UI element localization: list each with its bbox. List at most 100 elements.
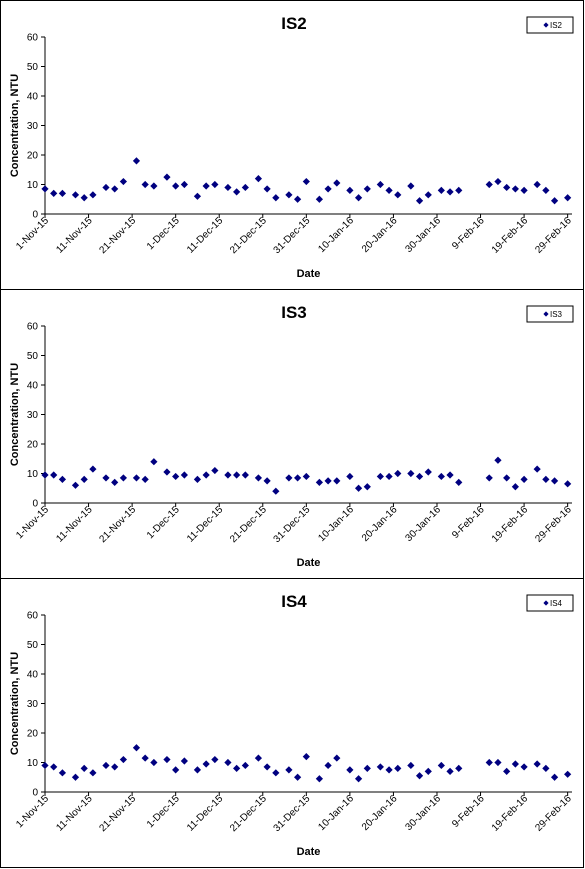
x-tick-label: 1-Nov-15	[14, 504, 51, 541]
data-point	[111, 185, 119, 193]
data-point	[180, 471, 188, 479]
legend: IS4	[526, 594, 574, 612]
data-point	[302, 753, 310, 761]
data-point	[564, 770, 572, 778]
data-point	[71, 481, 80, 489]
x-tick-label: 30-Jan-16	[403, 215, 443, 255]
data-point	[272, 487, 280, 495]
data-point	[363, 764, 371, 772]
data-point	[193, 766, 202, 774]
x-tick-label: 11-Nov-15	[54, 215, 95, 256]
data-point	[346, 766, 354, 774]
data-point	[41, 761, 49, 770]
data-point	[102, 474, 110, 482]
data-point	[333, 754, 341, 762]
data-point	[520, 186, 528, 194]
data-point	[202, 182, 210, 190]
x-tick-label: 21-Nov-15	[97, 793, 138, 834]
y-tick-label: 0	[32, 499, 38, 510]
x-tick-label: 9-Feb-16	[450, 215, 487, 252]
data-point	[89, 191, 97, 199]
y-tick-label: 50	[27, 62, 39, 73]
x-tick-label: 31-Dec-15	[272, 215, 313, 256]
x-tick-label: 10-Jan-16	[316, 504, 356, 544]
data-point	[102, 761, 110, 770]
data-point	[363, 185, 371, 193]
x-tick-label: 9-Feb-16	[450, 504, 487, 541]
data-point	[564, 194, 572, 202]
data-point	[102, 183, 110, 192]
scatter-chart-is3: IS3 0 10 20 30 40 50 60 1-Nov-15 11-Nov-15 21-Nov-…	[9, 303, 574, 569]
x-tick-label: 11-Dec-15	[185, 504, 226, 545]
x-tick-label: 31-Dec-15	[272, 504, 313, 545]
data-point	[346, 186, 354, 194]
y-tick-label: 20	[27, 151, 39, 162]
data-point	[80, 764, 88, 772]
legend-label: IS2	[550, 21, 563, 30]
data-point	[202, 471, 210, 479]
data-point	[376, 763, 384, 771]
legend-marker	[543, 600, 549, 606]
scatter-chart-is4: IS4 0 10 20 30 40 50 60 1-Nov-15 11-Nov-15 21-Nov-…	[9, 592, 574, 858]
data-point	[119, 755, 127, 764]
x-tick-label: 30-Jan-16	[403, 504, 443, 544]
data-point	[302, 177, 310, 186]
data-point	[542, 186, 550, 194]
y-axis-title: Concentration, NTU	[9, 652, 21, 755]
data-point	[407, 182, 415, 190]
x-tick-label: 11-Dec-15	[185, 215, 226, 256]
legend-box	[526, 594, 574, 612]
x-axis-title: Date	[297, 846, 321, 858]
data-point	[333, 179, 341, 187]
data-point	[50, 763, 58, 771]
y-tick-label: 50	[27, 640, 39, 651]
data-point	[111, 763, 119, 771]
data-point	[455, 478, 463, 486]
x-tick-label: 19-Feb-16	[490, 215, 531, 256]
data-point	[285, 766, 293, 774]
x-axis-title: Date	[297, 268, 321, 280]
data-point	[394, 191, 402, 199]
legend-label: IS4	[550, 599, 563, 608]
data-point	[163, 468, 171, 476]
x-tick-label: 20-Jan-16	[360, 504, 400, 544]
data-point	[494, 456, 502, 464]
data-point	[550, 477, 559, 485]
data-point	[141, 180, 149, 189]
data-point	[172, 472, 180, 481]
x-tick-label: 1-Dec-15	[145, 215, 182, 252]
data-point	[233, 188, 241, 196]
data-point	[263, 763, 271, 771]
x-tick-label: 21-Nov-15	[97, 215, 138, 256]
data-point	[211, 755, 219, 764]
data-point	[564, 480, 572, 488]
data-point	[511, 760, 519, 768]
data-point	[193, 475, 202, 483]
data-point	[263, 185, 271, 193]
data-point	[455, 764, 463, 772]
data-point	[241, 761, 249, 770]
data-point	[285, 191, 293, 199]
data-point	[263, 477, 271, 485]
y-tick-label: 10	[27, 469, 39, 480]
chart-title: IS2	[281, 14, 307, 33]
data-point	[272, 769, 280, 777]
data-point	[294, 474, 302, 482]
data-point	[446, 767, 454, 775]
y-tick-label: 0	[32, 210, 38, 221]
data-point	[346, 472, 354, 481]
data-point	[80, 475, 88, 483]
y-tick-label: 40	[27, 670, 39, 681]
data-point	[302, 472, 310, 481]
x-tick-label: 19-Feb-16	[490, 504, 531, 545]
y-tick-label: 20	[27, 729, 39, 740]
data-point	[180, 180, 188, 189]
data-point	[163, 173, 171, 181]
data-point	[272, 194, 280, 202]
data-point	[324, 185, 332, 193]
data-point	[394, 469, 402, 478]
data-point	[254, 175, 263, 183]
data-point	[41, 471, 49, 479]
x-axis-title: Date	[297, 557, 321, 569]
data-point	[503, 183, 511, 192]
